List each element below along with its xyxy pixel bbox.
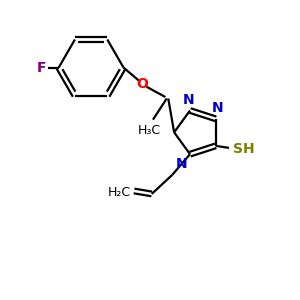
Text: N: N (183, 93, 194, 107)
Text: H₂C: H₂C (108, 186, 131, 199)
Text: N: N (212, 101, 223, 115)
Text: F: F (37, 61, 46, 75)
Text: O: O (137, 77, 148, 91)
Text: N: N (176, 157, 188, 170)
Text: SH: SH (233, 142, 255, 156)
Text: H₃C: H₃C (138, 124, 161, 137)
